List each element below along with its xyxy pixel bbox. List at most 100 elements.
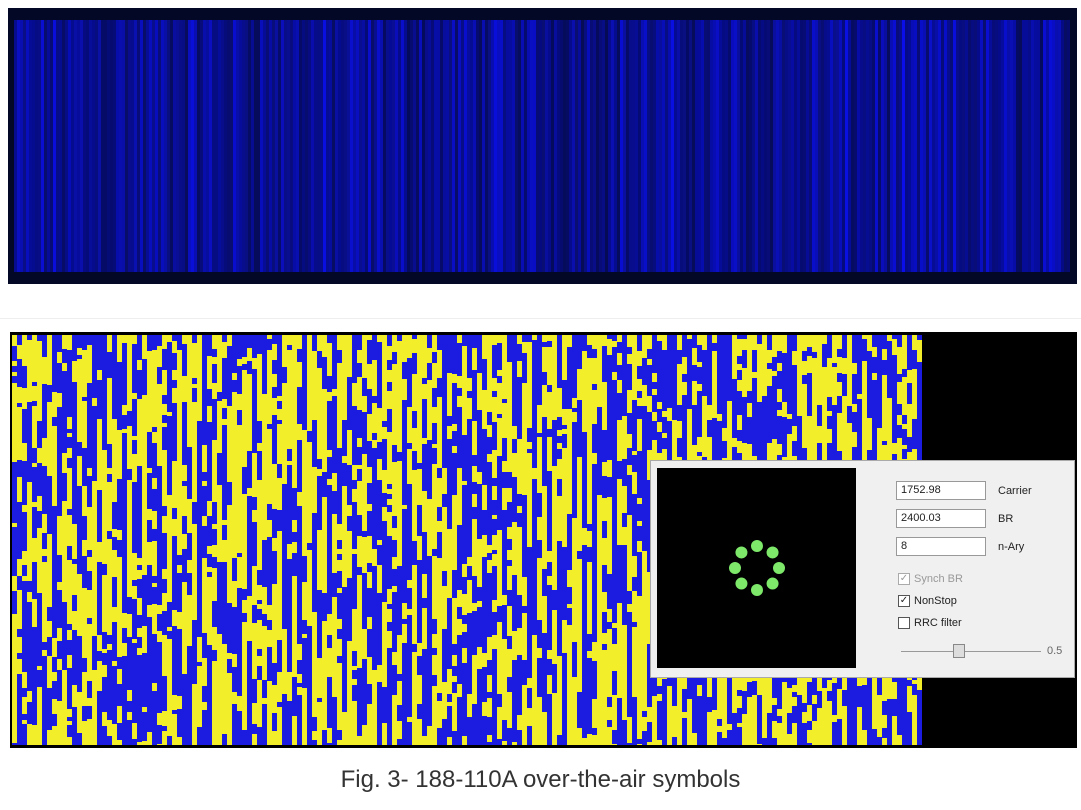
- symbol-cell: [627, 684, 632, 717]
- waterfall-stripe: [623, 20, 626, 272]
- br-field[interactable]: 2400.03: [896, 509, 986, 528]
- symbol-cell: [192, 620, 197, 656]
- symbol-cell: [712, 728, 717, 736]
- symbol-cell: [637, 582, 642, 596]
- symbol-cell: [327, 479, 332, 485]
- symbol-cell: [227, 637, 232, 653]
- slider-track[interactable]: [901, 651, 1041, 652]
- symbol-cell: [607, 727, 612, 740]
- symbol-cell: [307, 531, 312, 543]
- symbol-cell: [507, 493, 512, 502]
- symbol-cell: [277, 396, 282, 401]
- symbol-cell: [347, 505, 352, 516]
- waterfall-stripe: [431, 20, 434, 272]
- symbol-cell: [607, 526, 612, 543]
- symbol-cell: [447, 335, 452, 341]
- symbol-cell: [737, 739, 742, 745]
- symbol-cell: [777, 416, 782, 427]
- symbol-cell: [397, 635, 402, 643]
- nary-select[interactable]: 8: [896, 537, 986, 556]
- symbol-cell: [467, 404, 472, 419]
- symbol-cell: [412, 556, 417, 565]
- slider-thumb[interactable]: [953, 644, 965, 658]
- symbol-cell: [697, 335, 702, 345]
- symbol-cell: [257, 604, 262, 609]
- symbol-cell: [182, 391, 187, 402]
- waterfall-stripe: [950, 20, 953, 272]
- symbol-cell: [882, 349, 887, 360]
- symbol-cell: [312, 621, 317, 637]
- symbol-cell: [287, 672, 292, 701]
- symbol-cell: [642, 423, 647, 433]
- symbol-cell: [52, 392, 57, 400]
- waterfall-stripe: [131, 20, 134, 272]
- symbol-cell: [222, 644, 227, 651]
- symbol-cell: [127, 701, 132, 712]
- waterfall-stripe: [1016, 20, 1019, 272]
- symbol-cell: [147, 445, 152, 449]
- symbol-cell: [227, 629, 232, 637]
- symbol-cell: [82, 448, 87, 462]
- symbol-cell: [162, 593, 167, 597]
- symbol-cell: [387, 512, 392, 519]
- symbol-cell: [707, 712, 712, 745]
- symbol-cell: [277, 672, 282, 688]
- symbol-cell: [522, 592, 527, 606]
- symbol-cell: [707, 343, 712, 358]
- waterfall-stripe: [881, 20, 884, 272]
- symbol-cell: [467, 335, 472, 372]
- symbol-cell: [387, 604, 392, 609]
- symbol-cell: [547, 640, 552, 644]
- symbol-cell: [532, 485, 537, 502]
- symbol-cell: [862, 350, 867, 361]
- checkbox[interactable]: RRC filter: [898, 617, 962, 629]
- symbol-cell: [547, 341, 552, 347]
- symbol-cell: [162, 450, 167, 497]
- waterfall-stripe: [212, 20, 215, 272]
- waterfall-stripe: [845, 20, 848, 272]
- symbol-cell: [352, 554, 357, 572]
- symbol-cell: [912, 335, 917, 350]
- symbol-cell: [377, 536, 382, 540]
- symbol-cell: [642, 731, 647, 741]
- symbol-cell: [37, 670, 42, 687]
- symbol-cell: [252, 522, 257, 560]
- symbol-cell: [392, 494, 397, 511]
- symbol-cell: [617, 409, 622, 420]
- symbol-cell: [812, 741, 817, 745]
- symbol-cell: [887, 354, 892, 369]
- carrier-field[interactable]: 1752.98: [896, 481, 986, 500]
- symbol-cell: [757, 725, 762, 740]
- symbol-cell: [402, 352, 407, 362]
- symbol-cell: [232, 692, 237, 704]
- symbol-cell: [457, 419, 462, 468]
- symbol-cell: [47, 637, 52, 656]
- symbol-cell: [142, 647, 147, 653]
- symbol-cell: [767, 335, 772, 350]
- symbol-cell: [617, 393, 622, 409]
- symbol-cell: [577, 610, 582, 679]
- symbol-cell: [542, 712, 547, 716]
- symbol-cell: [297, 362, 302, 370]
- symbol-cell: [282, 484, 287, 491]
- symbol-cell: [257, 620, 262, 634]
- symbol-cell: [297, 628, 302, 644]
- symbol-cell: [237, 488, 242, 547]
- symbol-cell: [257, 701, 262, 711]
- checkbox[interactable]: ✓Synch BR: [898, 573, 963, 585]
- symbol-cell: [167, 610, 172, 627]
- symbol-cell: [162, 744, 167, 745]
- symbol-cell: [72, 367, 77, 382]
- symbol-cell: [452, 446, 457, 453]
- symbol-cell: [482, 571, 487, 653]
- symbol-cell: [417, 662, 422, 675]
- checkbox[interactable]: ✓NonStop: [898, 595, 957, 607]
- symbol-cell: [182, 534, 187, 549]
- symbol-cell: [667, 695, 672, 699]
- symbol-cell: [197, 543, 202, 625]
- symbol-cell: [302, 430, 307, 435]
- symbol-cell: [172, 610, 177, 626]
- symbol-cell: [392, 480, 397, 494]
- symbol-cell: [792, 697, 797, 702]
- symbol-cell: [822, 698, 827, 707]
